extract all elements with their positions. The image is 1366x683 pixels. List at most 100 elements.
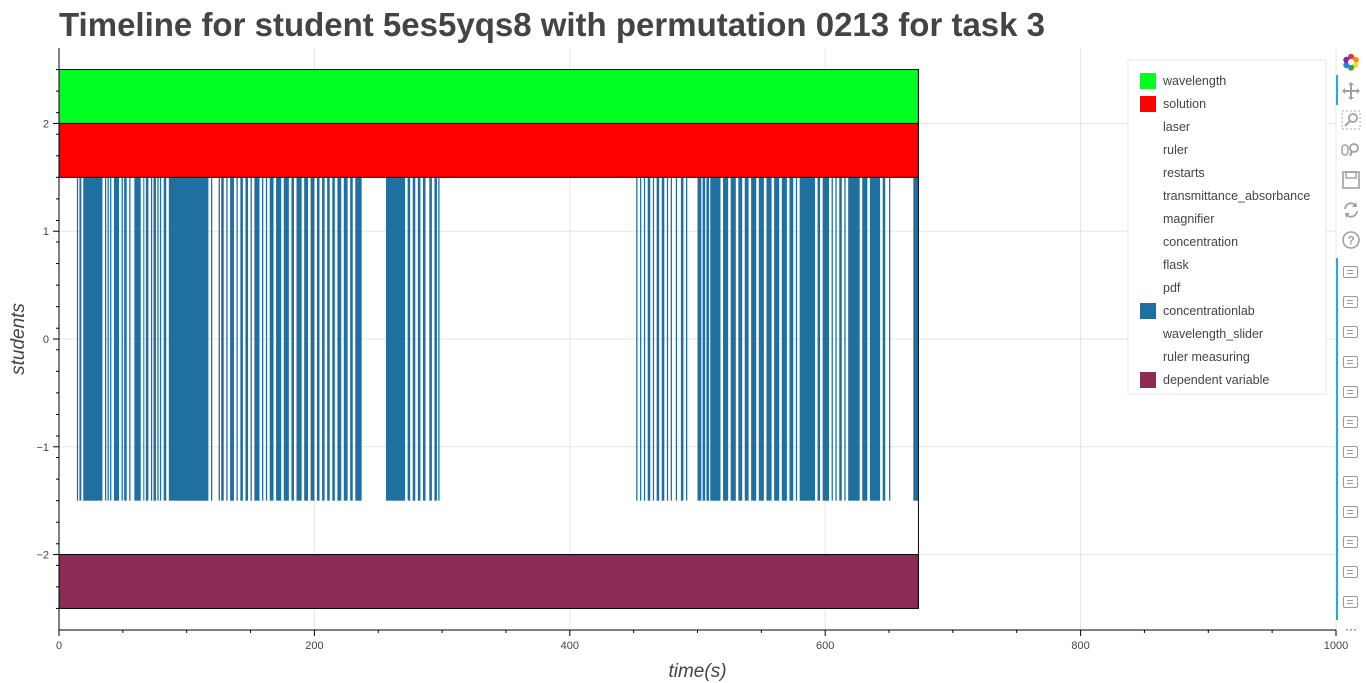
y-tick-label: 0 [43,334,49,346]
legend: wavelength solution laser ruler restarts tran… [1127,59,1327,395]
legend-box [1127,59,1327,395]
more-icon[interactable]: ··· [1345,623,1357,637]
concentrationlab-bar [327,177,330,501]
hover-icon[interactable] [1343,596,1358,608]
hover-icon[interactable] [1343,506,1358,518]
hover-icon[interactable] [1343,386,1358,398]
concentrationlab-bar [710,177,721,501]
concentrationlab-bar [835,177,837,501]
concentrationlab-bar [706,177,709,501]
save-icon[interactable] [1339,168,1363,192]
concentrationlab-bar [766,177,772,501]
concentrationlab-bar [310,177,315,501]
concentrationlab-bar [697,177,702,501]
concentrationlab-bar [862,177,868,501]
concentrationlab-bar [744,177,749,501]
concentrationlab-bar [781,177,787,501]
concentrationlab-bar [666,177,669,501]
concentrationlab-bar [121,177,123,501]
concentrationlab-bar [680,177,684,501]
box-zoom-icon[interactable] [1339,108,1363,132]
concentrationlab-bar [723,177,729,501]
hover-icon[interactable] [1343,326,1358,338]
concentrationlab-bar [385,177,406,501]
concentrationlab-bar [265,177,268,501]
y-tick-label: 1 [43,226,49,238]
dependent-variable-bar [58,554,919,609]
concentrationlab-bar [283,177,289,501]
concentrationlab-bar [150,177,153,501]
concentrationlab-bar [276,177,282,501]
reset-icon[interactable] [1339,198,1363,222]
hover-icon[interactable] [1343,296,1358,308]
concentrationlab-bar [661,177,665,501]
concentrationlab-bar [129,177,131,501]
wheel-zoom-icon[interactable] [1339,138,1363,162]
concentrationlab-bar [647,177,651,501]
x-axis-title: time(s) [668,661,726,682]
legend-label: transmittance_absorbance [1163,189,1310,203]
concentrationlab-bar [107,177,109,501]
x-tick-label: 400 [561,640,579,652]
hover-icon[interactable] [1343,476,1358,488]
hover-icon[interactable] [1343,566,1358,578]
concentrationlab-bar [262,177,264,501]
concentrationlab-bar [250,177,252,501]
hover-icon[interactable] [1343,536,1358,548]
legend-label: pdf [1163,281,1181,295]
legend-label: wavelength_slider [1162,327,1263,341]
concentrationlab-bar [322,177,325,501]
concentrationlab-bar [143,177,145,501]
concentrationlab-bar [882,177,886,501]
concentrationlab-bar [652,177,655,501]
concentrationlab-bar [758,177,764,501]
concentrationlab-bar [79,177,82,501]
x-tick-label: 600 [816,640,834,652]
help-icon[interactable]: ? [1339,228,1363,252]
legend-label: concentration [1163,235,1238,249]
concentrationlab-bar [831,177,833,501]
concentrationlab-bar [145,177,149,501]
concentrationlab-bar [738,177,743,501]
legend-label: wavelength [1162,74,1226,88]
concentrationlab-bar [686,177,688,501]
pan-icon[interactable] [1339,79,1363,103]
concentrationlab-bar [157,177,159,501]
concentrationlab-bar [412,177,416,501]
concentrationlab-bar [889,177,891,501]
concentrationlab-bar [817,177,821,501]
legend-label: laser [1163,120,1190,134]
concentrationlab-bar [434,177,437,501]
concentrationlab-bar [636,177,638,501]
hover-icon[interactable] [1343,416,1358,428]
legend-label: solution [1163,97,1206,111]
concentrationlab-bar [240,177,243,501]
legend-label: restarts [1163,166,1205,180]
axes: 0 200 400 600 800 1000 2 1 0 −1 −2 time(s) students [8,48,1348,682]
concentrationlab-bar [210,177,213,501]
concentrationlab-bar [822,177,830,501]
concentrationlab-bar [218,177,220,501]
concentrationlab-bar [110,177,112,501]
concentrationlab-bar [789,177,794,501]
bokeh-logo-icon [1339,50,1363,74]
x-tick-label: 1000 [1324,640,1348,652]
concentrationlab-bar [640,177,642,501]
concentrationlab-bar [417,177,421,501]
hover-icon[interactable] [1343,266,1358,278]
legend-label: ruler [1163,143,1188,157]
legend-label: concentrationlab [1163,304,1255,318]
hover-icon[interactable] [1343,446,1358,458]
legend-swatch [1140,96,1156,112]
concentrationlab-bar [83,177,103,501]
concentrationlab-bar [221,177,224,501]
concentrationlab-bar [76,177,79,501]
hover-icon[interactable] [1343,356,1358,368]
concentrationlab-bar [230,177,234,501]
concentrationlab-bar [168,177,209,501]
concentrationlab-bar [343,177,348,501]
concentrationlab-bar [254,177,260,501]
concentrationlab-bar [643,177,646,501]
y-tick-label: −2 [36,550,49,562]
